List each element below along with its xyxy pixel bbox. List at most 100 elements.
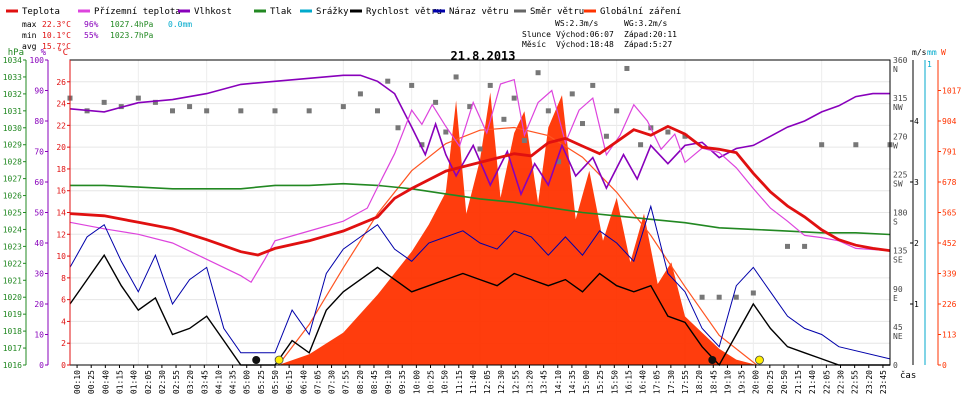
x-tick-label: 13:45 [540, 370, 549, 394]
x-tick-label: 09:10 [384, 370, 393, 394]
legend: Teplota Přízemní teplota Vlhkost Tlak Srážky… [6, 7, 681, 17]
wind-direction-point [699, 294, 705, 300]
wind-direction-point [638, 142, 644, 148]
hpa-axis-tick-label: 1030 [3, 124, 22, 133]
x-tick-label: 12:30 [497, 370, 506, 394]
series-teplota [69, 124, 891, 257]
stats-press: 1023.7hPa [110, 31, 154, 40]
wind-direction-point [306, 108, 312, 114]
legend-entry: Směr větru [530, 7, 584, 17]
info-moon-rise: Východ:18:48 [556, 40, 614, 49]
temp-axis-tick-label: 4 [61, 317, 66, 326]
legend-entry: Srážky [316, 7, 349, 17]
wind-direction-point [443, 129, 449, 135]
temp-axis-tick-label: 10 [56, 252, 66, 261]
wind-direction-point [733, 294, 739, 300]
stats-label: min [22, 31, 37, 40]
x-tick-label: 20:25 [766, 370, 775, 394]
wind-direction-point [101, 99, 107, 105]
x-tick-label: 04:35 [229, 370, 238, 394]
wm2-axis-tick-label: 0 [942, 361, 947, 370]
wind-direction-point [433, 99, 439, 105]
moonset-marker [252, 356, 261, 364]
wm2-axis-tick-label: 226 [942, 300, 957, 309]
pct-axis-tick-label: 30 [34, 270, 44, 279]
x-tick-label: 10:25 [427, 370, 436, 394]
wind-direction-point [467, 104, 473, 110]
temp-axis-unit: °C [57, 48, 68, 58]
wind-direction-point [535, 70, 541, 76]
temp-axis-tick-label: 22 [56, 121, 66, 130]
wind-direction-point [569, 91, 575, 97]
legend-entry: Teplota [22, 7, 60, 17]
wind-direction-point [170, 108, 175, 114]
legend-entry: Rychlost větru [366, 7, 442, 17]
legend-entry: Přízemní teplota [94, 7, 181, 17]
dir-axis-compass: NE [893, 332, 903, 341]
x-tick-label: 00:25 [87, 370, 96, 394]
x-tick-label: 15:25 [596, 370, 605, 394]
wind-direction-point [187, 104, 193, 110]
x-tick-label: 17:30 [667, 370, 676, 394]
x-tick-label: 23:45 [879, 370, 888, 394]
wind-direction-point [357, 91, 363, 97]
x-tick-label: 06:15 [285, 370, 294, 394]
x-tick-label: 22:30 [837, 370, 846, 394]
x-tick-label: 22:05 [822, 370, 831, 394]
x-tick-label: 17:55 [681, 370, 690, 394]
x-tick-label: 21:40 [808, 370, 817, 394]
x-tick-label: 03:20 [186, 370, 195, 394]
x-tick-label: 14:10 [554, 370, 563, 394]
pct-axis-tick-label: 10 [34, 331, 44, 340]
wm2-axis-tick-label: 1017 [942, 87, 961, 96]
series-tlak [70, 182, 891, 236]
x-tick-label: 10:00 [412, 370, 421, 394]
wind-direction-point [590, 82, 596, 88]
pct-axis-tick-label: 100 [30, 56, 45, 65]
x-tick-label: 09:35 [398, 370, 407, 394]
stats-temp: 10.1°C [42, 31, 71, 40]
hpa-axis-tick-label: 1033 [3, 73, 22, 82]
pct-axis-tick-label: 20 [34, 300, 44, 309]
stats-hum: 96% [84, 20, 99, 29]
temp-axis-tick-label: 20 [56, 143, 66, 152]
wind-direction-point [409, 82, 415, 88]
hpa-axis-tick-label: 1021 [3, 276, 22, 285]
x-tick-label: 07:30 [328, 370, 337, 394]
wind-direction-point [487, 82, 493, 88]
wind-direction-point [624, 65, 630, 71]
wind-direction-point [802, 243, 808, 249]
series-vlhkost [69, 74, 890, 197]
x-tick-label: 16:40 [639, 370, 648, 394]
pct-axis-tick-label: 50 [34, 209, 44, 218]
hpa-axis-tick-label: 1028 [3, 158, 22, 167]
hpa-axis-tick-label: 1017 [3, 344, 22, 353]
x-tick-label: 18:20 [695, 370, 704, 394]
axes: hPa1034103310321031103010291028102710261… [3, 48, 962, 370]
dir-axis-tick-label: 315 [893, 94, 908, 103]
x-tick-label: 01:40 [130, 370, 139, 394]
wm2-axis-tick-label: 452 [942, 239, 957, 248]
stats-rain: 0.0mm [168, 20, 192, 29]
x-tick-label: 11:15 [455, 370, 464, 394]
legend-entry: Náraz větru [449, 7, 509, 17]
ms-axis-tick-label: 4 [914, 117, 919, 126]
temp-axis-tick-label: 14 [56, 209, 66, 218]
x-tick-label: 05:25 [257, 370, 266, 394]
dir-axis-tick-label: 180 [893, 209, 908, 218]
dir-axis-compass: N [893, 65, 898, 74]
hpa-axis-tick-label: 1029 [3, 141, 22, 150]
plot-area [67, 59, 893, 367]
wind-direction-point [819, 142, 825, 148]
dir-axis-compass: S [893, 218, 898, 227]
wind-direction-point [375, 108, 380, 114]
x-tick-label: 18:45 [709, 370, 718, 394]
x-tick-label: 00:10 [73, 370, 82, 394]
wm2-axis-tick-label: 678 [942, 178, 957, 187]
info-moon-set: Západ:5:27 [624, 40, 672, 49]
moonrise-marker [708, 356, 717, 364]
wind-direction-point [272, 108, 278, 114]
x-tick-label: 07:55 [342, 370, 351, 394]
x-tick-label: 23:20 [865, 370, 874, 394]
hpa-axis-unit: hPa [8, 48, 24, 58]
